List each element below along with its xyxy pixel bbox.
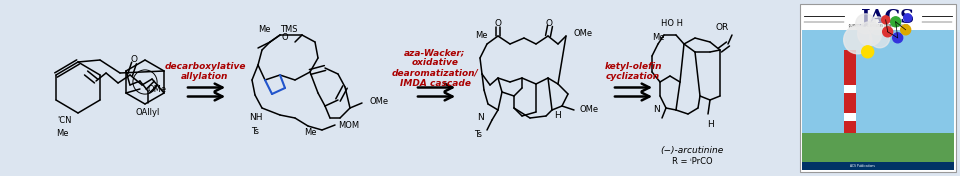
Text: H: H — [554, 111, 561, 120]
Text: OAllyl: OAllyl — [135, 108, 160, 117]
Text: aza-Wacker;
oxidative
dearomatization/
IMDA cascade: aza-Wacker; oxidative dearomatization/ I… — [392, 48, 478, 88]
Circle shape — [844, 26, 872, 54]
Text: O: O — [282, 33, 289, 42]
FancyBboxPatch shape — [844, 113, 855, 121]
Text: Me: Me — [475, 32, 488, 40]
Circle shape — [882, 27, 893, 37]
Text: Me: Me — [303, 128, 316, 137]
FancyBboxPatch shape — [844, 121, 855, 133]
Text: 'CN: 'CN — [58, 116, 72, 125]
Circle shape — [903, 14, 912, 22]
Text: O: O — [131, 55, 137, 64]
Text: O: O — [494, 20, 501, 29]
Text: TMS: TMS — [280, 26, 298, 34]
Text: OMe: OMe — [573, 29, 592, 37]
FancyBboxPatch shape — [844, 50, 855, 85]
Text: HO H: HO H — [661, 20, 683, 29]
Text: ketyl-olefin
cyclization: ketyl-olefin cyclization — [604, 62, 661, 81]
Text: decarboxylative
allylation: decarboxylative allylation — [164, 62, 246, 81]
Text: Ts: Ts — [474, 130, 482, 139]
Text: OR: OR — [715, 24, 729, 33]
Circle shape — [900, 25, 911, 35]
Text: (−)-arcutinine: (−)-arcutinine — [660, 146, 724, 155]
Text: O: O — [545, 18, 553, 27]
Circle shape — [870, 28, 890, 48]
Text: Me: Me — [56, 129, 68, 138]
Circle shape — [869, 17, 887, 35]
FancyBboxPatch shape — [802, 133, 954, 162]
Text: N: N — [653, 105, 660, 114]
Text: OMe: OMe — [370, 96, 389, 105]
Circle shape — [891, 17, 900, 27]
Circle shape — [855, 14, 876, 34]
Circle shape — [893, 33, 902, 43]
FancyBboxPatch shape — [802, 30, 954, 162]
Text: Me: Me — [652, 33, 664, 42]
Circle shape — [881, 16, 890, 24]
Text: MOM: MOM — [338, 121, 359, 130]
FancyBboxPatch shape — [844, 85, 855, 93]
Text: JOURNAL OF THE AMERICAN CHEMICAL SOCIETY: JOURNAL OF THE AMERICAN CHEMICAL SOCIETY — [848, 24, 908, 28]
Text: R = ⁱPrCO: R = ⁱPrCO — [672, 158, 712, 166]
Text: OMe: OMe — [580, 105, 599, 115]
Circle shape — [862, 46, 874, 58]
Text: ACS Publications: ACS Publications — [850, 164, 875, 168]
FancyBboxPatch shape — [802, 162, 954, 170]
Text: JACS: JACS — [860, 9, 915, 27]
Text: OMe: OMe — [148, 84, 167, 93]
Text: Ts: Ts — [251, 127, 259, 136]
Text: H: H — [707, 120, 713, 129]
FancyBboxPatch shape — [844, 93, 855, 113]
Circle shape — [857, 22, 881, 46]
Text: NH: NH — [250, 113, 263, 122]
FancyBboxPatch shape — [800, 4, 956, 172]
Text: Me: Me — [258, 26, 271, 34]
Text: N: N — [477, 112, 484, 121]
